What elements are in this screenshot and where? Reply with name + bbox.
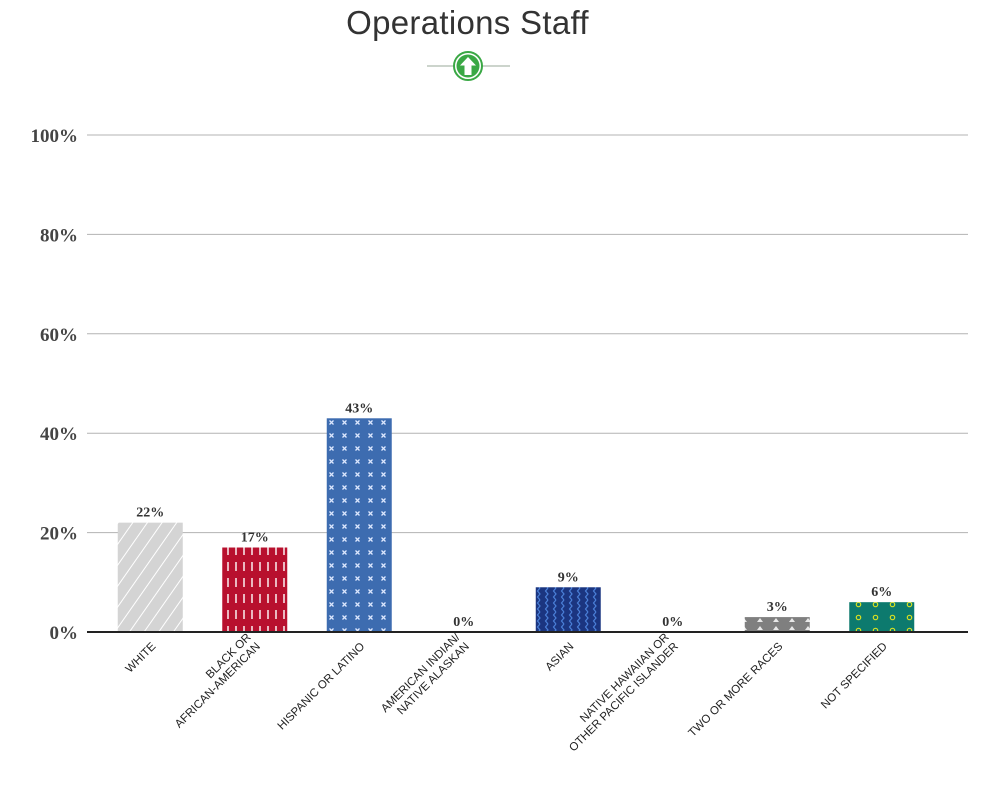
category-label-line: WHITE — [124, 640, 159, 675]
data-label: 0% — [453, 615, 474, 630]
y-tick-label: 80% — [40, 225, 78, 246]
y-tick-label: 0% — [50, 623, 79, 644]
category-label: HISPANIC OR LATINO — [276, 641, 368, 733]
category-label-line: AFRICAN-AMERICAN — [173, 641, 263, 731]
chart-title: Operations Staff — [346, 4, 589, 41]
category-label-line: AMERICAN INDIAN/ — [379, 631, 463, 715]
data-label: 17% — [241, 531, 269, 546]
category-label: AMERICAN INDIAN/NATIVE ALASKAN — [379, 631, 472, 717]
category-label-line: OTHER PACIFIC ISLANDER — [567, 641, 681, 755]
trend-indicator — [427, 51, 510, 81]
data-labels: 22% 17% 43% 0% 9% 0% 3% 6% — [136, 401, 892, 630]
gridlines — [87, 134, 968, 534]
category-label-line: HISPANIC OR LATINO — [276, 641, 368, 733]
y-tick-label: 100% — [31, 126, 79, 147]
category-label-line: NATIVE HAWAIIAN OR — [578, 631, 672, 725]
bar-4 — [535, 587, 601, 632]
y-axis-tick-labels: 0% 20% 40% 60% 80% 100% — [31, 126, 79, 644]
category-label: NOT SPECIFIED — [819, 641, 890, 712]
y-tick-label: 20% — [40, 524, 78, 545]
category-label: WHITE — [124, 640, 159, 675]
data-label: 6% — [871, 585, 892, 600]
bars — [117, 418, 915, 632]
category-label: TWO OR MORE RACES — [687, 640, 786, 739]
data-label: 43% — [345, 401, 373, 416]
data-label: 9% — [558, 570, 579, 585]
category-label-line: NOT SPECIFIED — [819, 641, 890, 712]
up-arrow-icon — [453, 51, 483, 81]
bar-2 — [326, 418, 392, 632]
data-label: 0% — [662, 615, 683, 630]
category-label-line: TWO OR MORE RACES — [687, 640, 786, 739]
y-tick-label: 60% — [40, 325, 78, 346]
bar-6 — [744, 617, 810, 632]
category-label-line: ASIAN — [543, 641, 576, 674]
bar-7 — [849, 602, 915, 632]
data-label: 22% — [136, 506, 164, 521]
y-tick-label: 40% — [40, 424, 78, 445]
data-label: 3% — [767, 600, 788, 615]
bar-1 — [222, 547, 288, 632]
bar-0 — [117, 522, 183, 632]
category-label: ASIAN — [543, 641, 576, 674]
